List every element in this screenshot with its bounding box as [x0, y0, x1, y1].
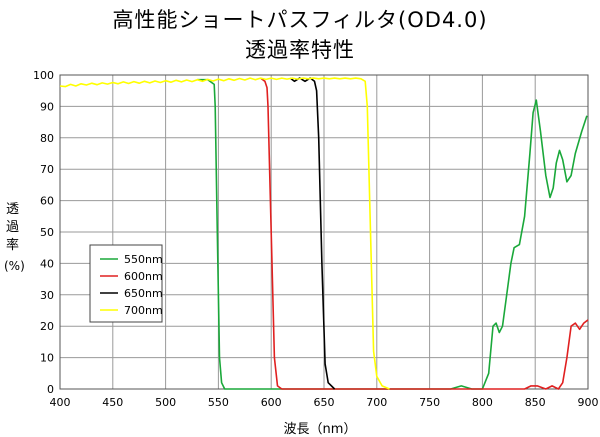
x-tick-label: 850	[525, 396, 546, 409]
x-tick-label: 700	[366, 396, 387, 409]
legend-label: 650nm	[124, 287, 163, 300]
y-tick-label: 100	[33, 69, 54, 82]
legend-label: 700nm	[124, 304, 163, 317]
x-tick-label: 450	[102, 396, 123, 409]
y-axis-label-char-2: 過	[6, 220, 20, 235]
y-tick-label: 70	[40, 163, 54, 176]
y-tick-label: 50	[40, 226, 54, 239]
chart-title: 高性能ショートパスフィルタ(OD4.0)	[112, 8, 488, 32]
x-axis-label: 波長（nm）	[283, 422, 357, 437]
series-line-550nm	[197, 78, 588, 390]
chart-subtitle: 透過率特性	[245, 38, 355, 62]
x-tick-label: 500	[155, 396, 176, 409]
x-tick-label: 800	[472, 396, 493, 409]
y-axis-label-char-3: 率	[6, 238, 20, 253]
x-tick-label: 400	[50, 396, 71, 409]
x-tick-label: 900	[578, 396, 599, 409]
series-line-650nm	[289, 77, 336, 390]
series-line-700nm	[59, 77, 390, 390]
y-tick-label: 60	[40, 195, 54, 208]
y-tick-label: 10	[40, 352, 54, 365]
y-tick-label: 80	[40, 132, 54, 145]
legend-label: 550nm	[124, 253, 163, 266]
x-tick-label: 750	[419, 396, 440, 409]
y-tick-label: 20	[40, 320, 54, 333]
y-tick-label: 30	[40, 289, 54, 302]
y-tick-label: 90	[40, 100, 54, 113]
x-tick-label: 650	[314, 396, 335, 409]
series-line-600nm	[260, 77, 589, 390]
y-tick-label: 0	[47, 383, 54, 396]
x-tick-label: 600	[261, 396, 282, 409]
y-tick-label: 40	[40, 257, 54, 270]
y-axis-label-char-1: 透	[6, 202, 20, 217]
legend-box	[89, 244, 163, 323]
legend-label: 600nm	[124, 270, 163, 283]
x-tick-label: 550	[208, 396, 229, 409]
y-axis-label-unit: (%)	[4, 259, 25, 273]
